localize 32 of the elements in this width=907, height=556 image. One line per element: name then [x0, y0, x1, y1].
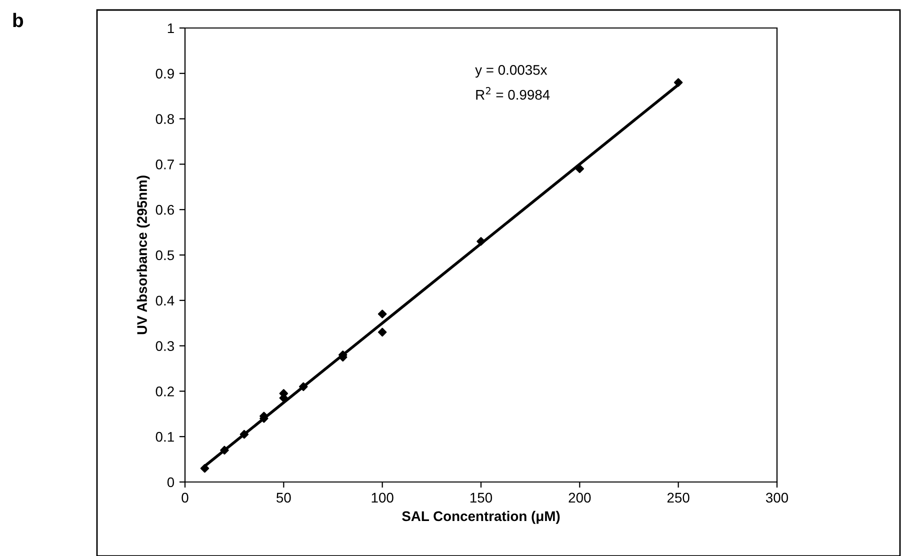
x-axis-title: SAL Concentration (μM) [402, 510, 560, 524]
x-tick-label: 300 [766, 492, 788, 503]
x-tick-label: 100 [372, 492, 394, 503]
point [476, 237, 486, 246]
x-tick-label: 150 [470, 492, 492, 503]
point [220, 446, 229, 455]
y-tick-label: 0.2 [156, 386, 174, 396]
point [575, 164, 584, 174]
y-tick-label: 0 [167, 477, 174, 488]
x-tick-label: 0 [182, 492, 188, 503]
y-tick-label: 0.6 [156, 204, 174, 215]
point [200, 464, 210, 473]
x-tick-label: 250 [667, 492, 690, 503]
point [674, 78, 683, 87]
point [378, 310, 387, 318]
y-tick-label: 0.3 [156, 341, 174, 351]
y-tick-label: 0.8 [156, 114, 174, 124]
y-tick-label: 0.7 [156, 160, 174, 170]
x-tick-label: 50 [276, 492, 291, 503]
y-tick-label: 1 [168, 23, 174, 34]
point [299, 382, 308, 392]
y-axis-title: UV Absorbance (295nm) [136, 176, 150, 334]
x-tick-label: 200 [568, 492, 591, 503]
annotation: R$^{2}$ = 0.9984 [476, 87, 550, 100]
y-tick-label: 0.5 [156, 250, 174, 260]
y-tick-label: 0.1 [156, 432, 174, 442]
point [240, 430, 249, 439]
text: b [13, 12, 24, 28]
y-tick-label: 0.9 [156, 68, 174, 79]
y-tick-label: 0.4 [156, 296, 174, 306]
point [378, 328, 387, 337]
annotation: y = 0.0035x [475, 65, 548, 78]
